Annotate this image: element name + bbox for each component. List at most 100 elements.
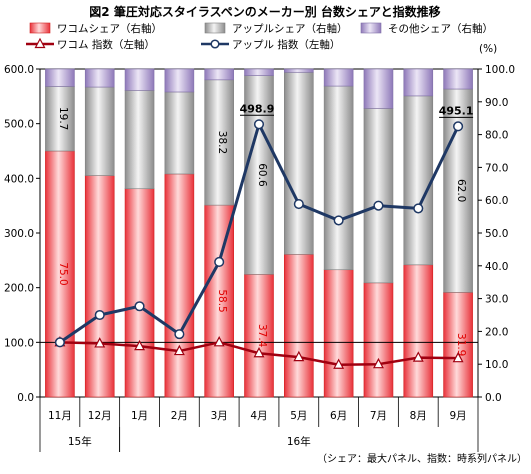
apple-share-bar [244,75,274,275]
wacom-index-point [253,346,265,358]
other-share-bar [164,68,195,93]
index-point-label: 495.1 [439,104,474,117]
footnote: （シェア：最大パネル、指数：時系列パネル） [317,452,527,465]
apple-index-point [413,203,424,214]
legend-label: ワコム 指数（左軸） [57,38,155,51]
category-label: 8月 [410,410,427,422]
legend-swatch [360,22,382,34]
legend-label: アップル 指数（左軸） [232,38,340,51]
other-share-bar [284,68,314,73]
apple-share-bar [284,71,314,255]
right-axis-unit: (%) [479,43,497,55]
other-share-bar [443,68,473,90]
apple-index-point [253,119,265,130]
bar-data-label: 38.2 [216,131,228,154]
category-label: 2月 [171,410,188,422]
wacom-index-point [213,336,225,347]
category-label: 9月 [449,410,466,422]
category-label: 11月 [48,410,72,422]
left-axis-tick-label: 500.0 [4,119,34,131]
category-label: 6月 [330,410,347,422]
right-axis-tick-label: 0.0 [485,392,502,404]
left-axis-tick-label: 100.0 [4,337,34,349]
other-share-bar [244,68,274,76]
wacom-index-point [173,344,185,356]
category-label: 12月 [88,410,112,422]
wacom-share-bar [84,175,115,398]
legend-label: ワコムシェア（右軸） [57,22,162,35]
category-label: 7月 [370,410,387,422]
apple-index-point [373,200,384,211]
right-axis-tick-label: 90.0 [485,97,508,109]
other-share-bar [323,68,354,87]
left-axis-tick-label: 200.0 [4,283,34,295]
legend-wacom-index: ワコム 指数（左軸） [26,37,155,51]
chart-title: 図2 筆圧対応スタイラスペンのメーカー別 台数シェアと指数推移 [89,4,440,19]
right-axis-tick-label: 20.0 [485,326,508,338]
other-share-bar [403,68,434,97]
right-axis-tick-label: 30.0 [485,294,508,306]
wacom-share-bar [164,173,195,398]
apple-share-bar [164,91,195,175]
legend: ワコムシェア（右軸） アップルシェア（右軸） その他シェア（右軸） ワコム 指数（左軸… [26,22,493,51]
apple-index-point [214,256,225,268]
wacom-index-point [372,357,384,369]
wacom-share-bar [284,254,314,398]
wacom-share-bar [124,188,155,398]
apple-index-point [293,198,304,210]
apple-index-point [453,121,464,132]
wacom-share-bar [363,282,394,398]
category-label: 1月 [131,410,148,422]
bar-data-label: 62.0 [455,179,467,202]
apple-index-point [54,337,65,348]
wacom-index-point [94,337,106,348]
category-label: 3月 [211,410,228,422]
legend-swatch [29,22,51,34]
year-group-label: 16年 [287,435,311,448]
legend-label: アップルシェア（右軸） [232,22,348,35]
apple-share-bar [124,90,155,190]
plot-area: 0.0 100.0 200.0 300.0 400.0 500.0 600.0 0.0 10.0… [4,64,515,452]
category-label: 5月 [290,410,307,422]
bar-data-label: 60.6 [256,163,268,187]
other-share-bar [204,68,234,81]
right-axis-tick-label: 70.0 [485,162,508,174]
wacom-index-point [412,351,424,362]
left-axis-tick-label: 400.0 [4,173,34,185]
wacom-share-bar [244,274,274,398]
right-axis-tick-label: 40.0 [485,261,508,273]
apple-share-bar [45,86,75,152]
right-axis-tick-label: 100.0 [485,64,515,76]
bar-data-label: 58.5 [216,289,228,312]
bar-data-label: 37.4 [256,324,268,348]
wacom-index-point [293,350,305,362]
other-share-bar [45,68,75,87]
category-label: 4月 [250,410,267,422]
wacom-share-bar [323,269,354,398]
wacom-index-point [134,339,146,351]
apple-index-point [174,329,185,340]
apple-share-bar [204,79,234,206]
bar-data-label: 31.9 [455,333,467,356]
legend-label: その他シェア（右軸） [388,22,493,35]
left-axis-tick-label: 0.0 [17,392,34,404]
other-share-bar [363,68,394,109]
right-axis-tick-label: 10.0 [485,359,508,371]
wacom-index-point [333,358,345,369]
right-axis-tick-label: 50.0 [485,228,508,240]
left-axis-tick-label: 600.0 [4,64,34,76]
year-group-label: 15年 [68,435,92,448]
right-axis-tick-label: 60.0 [485,195,508,207]
left-axis-tick-label: 300.0 [4,228,34,240]
index-point-label: 498.9 [240,102,275,115]
legend-wacom-share: ワコムシェア（右軸） [29,22,162,35]
apple-index-point [94,309,105,321]
apple-share-bar [323,85,354,271]
bar-data-label: 19.7 [57,107,69,130]
other-share-bar [84,68,115,88]
legend-swatch [204,22,226,34]
apple-share-bar [443,88,473,293]
apple-share-bar [403,95,434,266]
other-share-bar [124,68,155,91]
